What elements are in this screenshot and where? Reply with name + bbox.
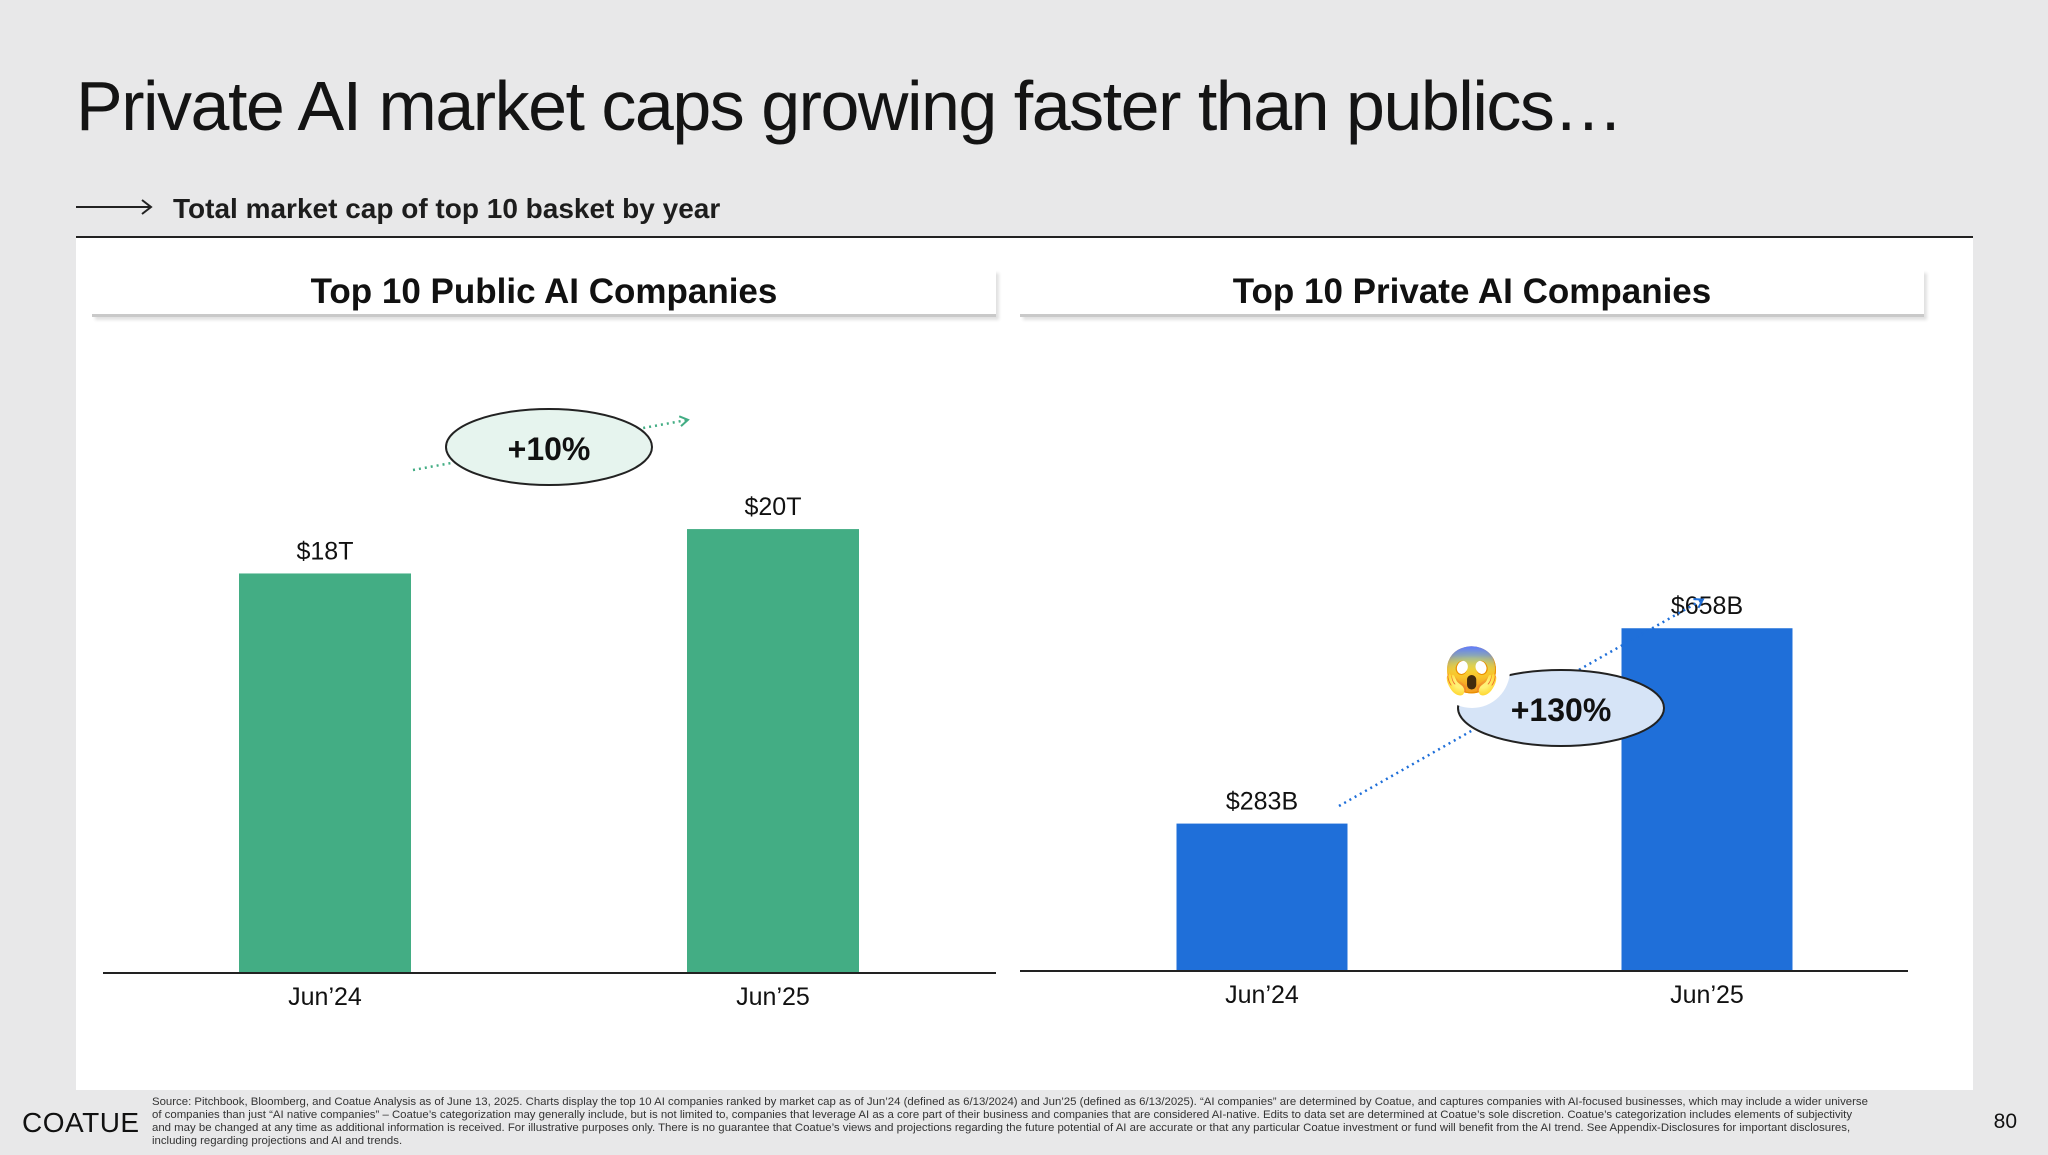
chart-title: Top 10 Private AI Companies — [1020, 272, 1924, 312]
data-label: $658B — [1671, 592, 1743, 620]
growth-bubble — [1457, 669, 1665, 747]
page-number: 80 — [1993, 1110, 2017, 1133]
subheading: Total market cap of top 10 basket by yea… — [173, 193, 721, 224]
data-label: $18T — [297, 537, 354, 565]
data-label: $283B — [1226, 788, 1298, 816]
bar-jun25 — [1621, 628, 1793, 971]
x-tick-label: Jun’25 — [1670, 981, 1744, 1009]
growth-label: +10% — [508, 431, 591, 467]
coatue-logo: COATUE — [22, 1107, 140, 1138]
data-label: $20T — [745, 493, 802, 521]
growth-bubble — [445, 408, 653, 486]
right-arrow-icon — [76, 199, 153, 215]
public-chart: Top 10 Public AI Companies $18T Jun’24 $20… — [76, 238, 1016, 1090]
emoji-backdrop — [1434, 632, 1510, 708]
source-note: Source: Pitchbook, Bloomberg, and Coatue… — [152, 1096, 1868, 1147]
x-tick-label: Jun’25 — [736, 983, 810, 1011]
chart-panel: Top 10 Public AI Companies $18T Jun’24 $20… — [76, 238, 1973, 1090]
page-title: Private AI market caps growing faster th… — [76, 67, 1623, 145]
bar-jun24 — [239, 573, 411, 973]
private-chart-svg: $283B Jun’24 $658B Jun’25 +130% 😱 — [1020, 592, 1908, 1009]
x-tick-label: Jun’24 — [288, 983, 362, 1011]
bar-jun25 — [687, 529, 859, 973]
chart-title: Top 10 Public AI Companies — [92, 272, 996, 312]
growth-label: +130% — [1511, 692, 1612, 728]
x-tick-label: Jun’24 — [1225, 981, 1299, 1009]
private-chart: Top 10 Private AI Companies $283B Jun’24 $… — [1016, 238, 1973, 1090]
divider — [76, 236, 1973, 238]
scream-emoji-icon: 😱 — [1443, 644, 1500, 698]
bar-jun24 — [1176, 823, 1348, 971]
public-chart-svg: $18T Jun’24 $20T Jun’25 +10% — [103, 408, 996, 1011]
